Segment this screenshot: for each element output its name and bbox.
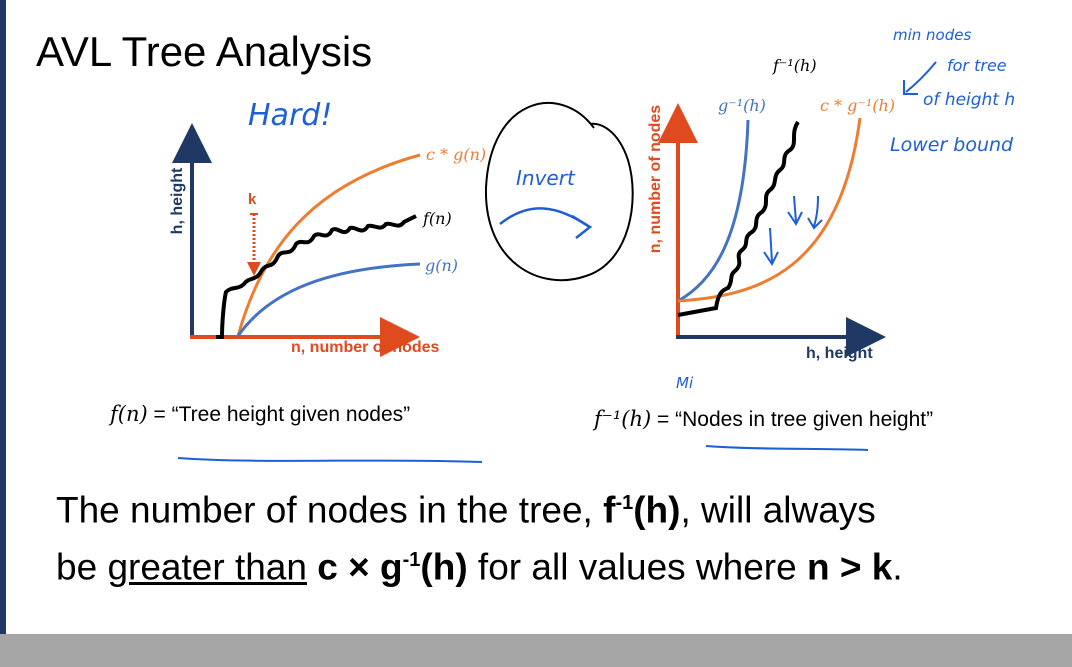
curve-g-n (236, 262, 421, 337)
summary-h-arg-2: (h) (420, 546, 468, 588)
annotation-arrow-2 (787, 195, 803, 226)
right-caption: f⁻¹(h) = “Nodes in tree given height” (594, 407, 933, 432)
annotation-lower-bound: Lower bound (890, 134, 1014, 156)
slide-left-accent-bar (0, 0, 6, 634)
left-chart (172, 123, 483, 463)
invert-circle (484, 102, 634, 282)
summary-condition: n > k (806, 546, 893, 588)
annotation-underline-left (177, 457, 483, 463)
label-f-n: f(n) (423, 209, 452, 228)
right-caption-text: = “Nodes in tree given height” (651, 408, 934, 431)
left-caption-text: = “Tree height given nodes” (147, 403, 411, 426)
summary-statement: The number of nodes in the tree, f-1(h),… (56, 478, 1046, 593)
curve-g-inverse-h (677, 119, 750, 303)
annotation-invert: Invert (516, 166, 575, 190)
k-marker-arrowhead (247, 262, 261, 276)
annotation-arrow-1 (763, 227, 779, 266)
annotation-underline-right (705, 445, 869, 451)
bottom-gray-bar (0, 634, 1072, 667)
right-chart (658, 61, 937, 451)
summary-period: . (892, 546, 903, 588)
slide-title: AVL Tree Analysis (36, 28, 373, 75)
slide: AVL Tree Analysis Hard! Invert min nodes… (0, 0, 1046, 634)
label-f-inverse-h: f⁻¹(h) (773, 56, 817, 75)
curve-f-n (216, 214, 417, 339)
curve-f-inverse-h (677, 120, 800, 317)
summary-sup-2: -1 (402, 549, 421, 572)
summary-text-2: , will always (680, 489, 876, 531)
summary-c-g: c × g (317, 546, 403, 588)
summary-text-3: be (56, 546, 108, 588)
label-c-g-n: c * g(n) (426, 145, 487, 164)
summary-greater-than: greater than (107, 546, 307, 588)
invert-annotation (484, 102, 634, 282)
annotation-hard: Hard! (248, 98, 333, 133)
k-label: k (248, 191, 257, 208)
slide-drawing-layer (172, 61, 937, 463)
label-g-inverse-h: g⁻¹(h) (718, 96, 766, 115)
curve-c-g-inverse-h (677, 117, 862, 303)
annotation-mi: Mi (676, 374, 694, 392)
summary-text-5: for all values where (467, 546, 807, 588)
invert-arrowhead (571, 214, 593, 239)
annotation-arrow-3 (807, 195, 823, 230)
summary-h-arg: (h) (633, 489, 681, 531)
summary-sup-1: -1 (615, 492, 634, 514)
annotation-of-height: of height h (923, 90, 1016, 110)
curve-c-g-n (236, 153, 421, 337)
summary-text-1: The number of nodes in the tree, (56, 489, 604, 531)
label-c-g-inverse-h: c * g⁻¹(h) (820, 96, 896, 115)
annotation-for-tree: for tree (947, 56, 1007, 75)
label-g-n: g(n) (425, 256, 459, 275)
left-caption: f(n) = “Tree height given nodes” (110, 402, 410, 427)
annotation-min-nodes: min nodes (893, 26, 972, 44)
summary-f-symbol: f (603, 489, 616, 531)
left-caption-math: f(n) (110, 402, 148, 426)
annotation-arrow-lower-bound (903, 61, 937, 95)
right-caption-math: f⁻¹(h) (594, 407, 652, 431)
